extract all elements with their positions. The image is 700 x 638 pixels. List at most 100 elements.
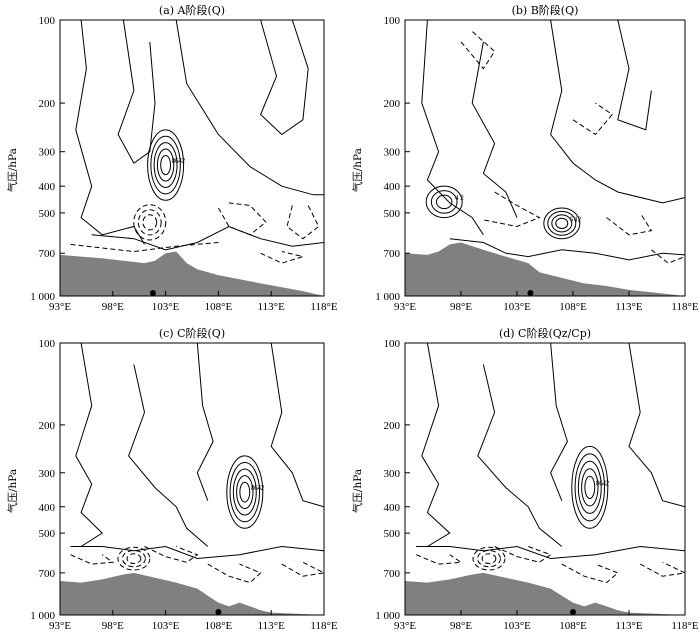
y-axis-label: 气压/hPa: [6, 148, 19, 192]
contour-label: 2: [182, 157, 186, 165]
contour-label: 4: [574, 215, 578, 223]
cooling-center-ring: [121, 549, 146, 568]
positive-contour: [260, 20, 309, 136]
heating-center-ring: [543, 207, 581, 240]
y-axis-label: 气压/hPa: [351, 469, 364, 513]
negative-contour: [260, 251, 305, 264]
cooling-center-ring: [117, 546, 151, 571]
heating-center-ring: [584, 475, 596, 500]
y-axis-label: 气压/hPa: [351, 148, 364, 192]
panel-title: (b) B阶段(Q): [512, 3, 579, 17]
y-tick-label: 1 000: [30, 291, 55, 303]
y-tick-label: 500: [39, 528, 56, 540]
heating-center-ring: [547, 210, 577, 236]
y-tick-label: 700: [384, 248, 401, 260]
terrain-mask: [405, 572, 685, 615]
positive-contour: [477, 364, 563, 547]
x-tick-label: 98°E: [102, 301, 124, 313]
heating-center-ring: [435, 194, 453, 210]
cooling-center-ring: [477, 549, 501, 568]
positive-contour: [75, 20, 145, 245]
x-tick-label: 118°E: [310, 301, 337, 313]
heating-center-ring: [430, 190, 458, 214]
y-tick-label: 100: [39, 338, 56, 350]
cooling-center-ring: [126, 553, 142, 565]
contour-label: 6: [570, 215, 574, 223]
contour-label: 6: [599, 479, 603, 487]
y-tick-label: 200: [39, 420, 56, 432]
heating-center-ring: [551, 214, 573, 233]
y-tick-label: 100: [384, 338, 401, 350]
y-tick-label: 1 000: [375, 291, 400, 303]
plot-frame: [404, 342, 686, 616]
negative-contour: [651, 249, 685, 264]
x-tick-label: 113°E: [258, 620, 285, 632]
station-marker: [570, 609, 576, 615]
x-tick-label: 108°E: [205, 301, 233, 313]
y-tick-label: 700: [384, 568, 401, 580]
heating-center-ring: [425, 185, 463, 219]
negative-contour: [70, 554, 115, 565]
negative-contour: [70, 242, 219, 253]
x-tick-label: 93°E: [394, 620, 416, 632]
y-tick-label: 200: [384, 98, 401, 110]
heating-center-ring: [571, 445, 609, 529]
x-tick-label: 93°E: [49, 301, 71, 313]
positive-contour: [196, 343, 214, 501]
y-tick-label: 400: [39, 181, 56, 193]
x-tick-label: 113°E: [258, 301, 285, 313]
negative-contour: [460, 31, 496, 70]
y-tick-label: 300: [384, 468, 401, 480]
contour-label: 4: [455, 194, 459, 202]
positive-contour: [550, 343, 568, 501]
negative-contour: [561, 563, 619, 584]
contour-label: 2: [460, 194, 464, 202]
y-tick-label: 300: [384, 147, 401, 159]
negative-contour: [207, 563, 262, 584]
positive-contour: [449, 238, 685, 261]
negative-contour: [606, 212, 653, 236]
positive-contour: [628, 343, 685, 508]
station-marker: [215, 609, 222, 615]
positive-contour: [550, 20, 685, 204]
cooling-center-ring: [472, 546, 506, 571]
x-tick-label: 103°E: [503, 620, 531, 632]
positive-contour: [128, 364, 209, 547]
negative-contour: [494, 546, 552, 563]
x-tick-label: 98°E: [450, 620, 472, 632]
positive-contour: [91, 225, 324, 251]
positive-contour: [175, 20, 324, 196]
panel-title: (d) C阶段(Qz/Cp): [499, 326, 591, 340]
x-tick-label: 103°E: [152, 620, 180, 632]
contour-label: 8: [251, 484, 255, 492]
heating-center-ring: [160, 154, 172, 176]
panel-title: (a) A阶段(Q): [159, 3, 225, 17]
positive-contour: [270, 343, 324, 508]
negative-contour: [483, 191, 541, 228]
heating-center-ring: [555, 217, 569, 229]
y-tick-label: 100: [384, 15, 401, 27]
contour-label: 6: [254, 484, 258, 492]
y-tick-label: 500: [39, 208, 56, 220]
y-tick-label: 700: [39, 248, 56, 260]
positive-contour: [117, 20, 156, 164]
x-tick-label: 103°E: [503, 301, 531, 313]
negative-contour: [416, 554, 463, 565]
y-tick-label: 500: [384, 208, 401, 220]
terrain-mask: [60, 572, 324, 615]
contour-label: 4: [178, 157, 182, 165]
heating-center-ring: [229, 461, 261, 523]
terrain-mask: [405, 242, 685, 296]
x-tick-label: 118°E: [310, 620, 337, 632]
negative-contour: [217, 202, 267, 236]
plot-frame: [404, 19, 686, 297]
heating-center-ring: [581, 468, 599, 507]
negative-contour: [572, 102, 613, 136]
positive-contour: [70, 545, 324, 560]
negative-contour: [639, 561, 685, 577]
